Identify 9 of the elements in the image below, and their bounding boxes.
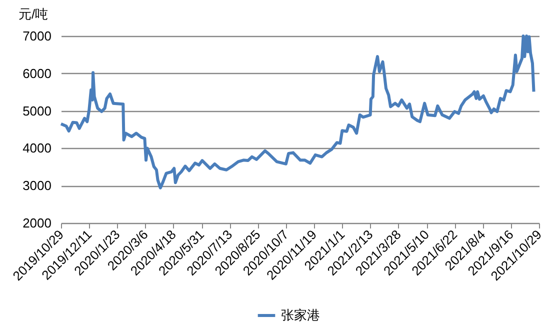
- y-tick-label: 3000: [22, 178, 52, 194]
- y-tick-label: 2000: [22, 216, 52, 230]
- y-tick-label: 7000: [22, 28, 52, 44]
- y-tick-label: 6000: [22, 66, 52, 81]
- y-tick-label: 5000: [22, 103, 52, 118]
- y-axis-title: 元/吨: [18, 6, 48, 22]
- legend-label: 张家港: [281, 308, 320, 322]
- line-series: [60, 34, 536, 190]
- y-tick-label: 4000: [22, 140, 52, 156]
